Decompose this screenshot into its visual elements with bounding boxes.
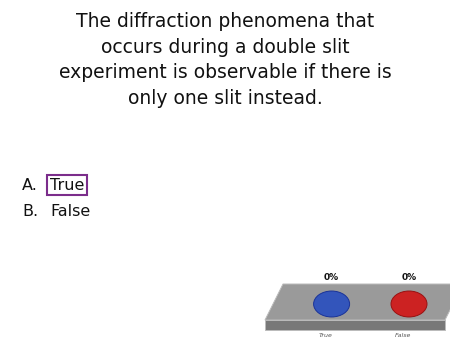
Text: True: True xyxy=(50,177,85,193)
Text: 0%: 0% xyxy=(324,273,339,282)
Ellipse shape xyxy=(391,291,427,317)
Text: B.: B. xyxy=(22,203,38,218)
Text: A.: A. xyxy=(22,177,38,193)
Ellipse shape xyxy=(314,291,350,317)
Text: False: False xyxy=(50,203,90,218)
Text: 0%: 0% xyxy=(401,273,417,282)
Polygon shape xyxy=(265,320,445,330)
Text: False: False xyxy=(395,333,411,338)
Polygon shape xyxy=(265,284,450,320)
Text: True: True xyxy=(319,333,333,338)
Text: The diffraction phenomena that
occurs during a double slit
experiment is observa: The diffraction phenomena that occurs du… xyxy=(58,12,392,108)
